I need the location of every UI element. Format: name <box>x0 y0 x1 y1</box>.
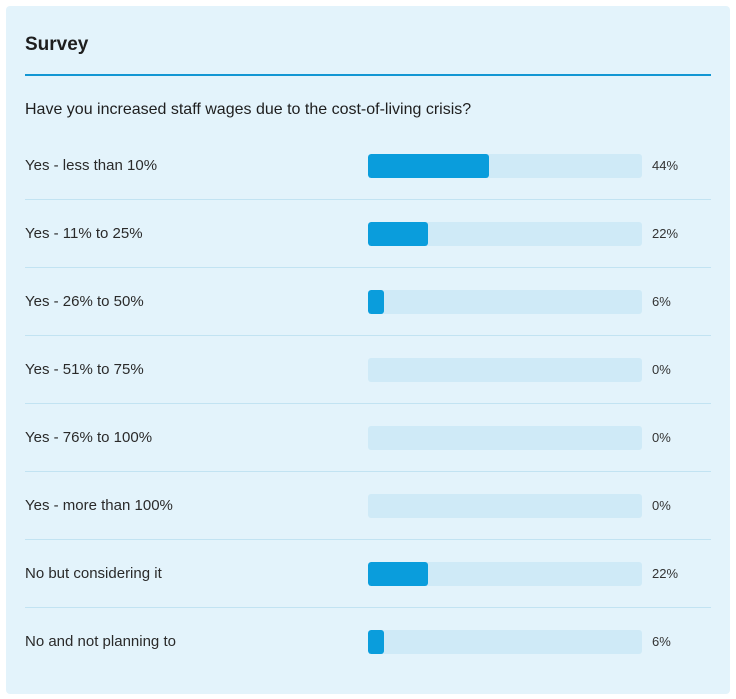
result-bar-track <box>368 154 642 178</box>
result-bar-track <box>368 494 642 518</box>
option-percent: 0% <box>652 430 671 445</box>
survey-title: Survey <box>25 34 89 55</box>
option-label: Yes - 11% to 25% <box>25 225 143 242</box>
option-label: Yes - 51% to 75% <box>25 361 144 378</box>
option-label: Yes - more than 100% <box>25 497 173 514</box>
option-label: Yes - less than 10% <box>25 157 158 174</box>
result-bar-track <box>368 222 642 246</box>
option-label: Yes - 76% to 100% <box>25 429 153 446</box>
result-bar-track <box>368 290 642 314</box>
option-percent: 22% <box>652 566 679 581</box>
survey-header: Survey <box>25 30 711 76</box>
result-bar-fill <box>368 154 489 178</box>
result-bar-fill <box>368 630 385 654</box>
result-bar-fill <box>368 562 429 586</box>
result-row: Yes - 76% to 100% 0% <box>25 404 711 472</box>
result-row: Yes - 51% to 75% 0% <box>25 336 711 404</box>
option-percent: 0% <box>652 498 671 513</box>
result-bar-track <box>368 426 642 450</box>
result-bar-fill <box>368 222 429 246</box>
result-row: No but considering it 22% <box>25 540 711 608</box>
result-row: Yes - 26% to 50% 6% <box>25 268 711 336</box>
result-row: Yes - 11% to 25% 22% <box>25 200 711 268</box>
option-label: No but considering it <box>25 565 162 582</box>
option-percent: 0% <box>652 362 671 377</box>
survey-results: Yes - less than 10% 44% Yes - 11% to 25%… <box>25 132 711 676</box>
option-percent: 22% <box>652 226 679 241</box>
result-row: No and not planning to 6% <box>25 608 711 676</box>
option-label: No and not planning to <box>25 633 176 650</box>
option-label: Yes - 26% to 50% <box>25 293 144 310</box>
result-bar-fill <box>368 290 385 314</box>
result-bar-track <box>368 630 642 654</box>
result-bar-track <box>368 562 642 586</box>
option-percent: 44% <box>652 158 679 173</box>
option-percent: 6% <box>652 294 671 309</box>
survey-panel: Survey Have you increased staff wages du… <box>6 6 730 694</box>
result-row: Yes - less than 10% 44% <box>25 132 711 200</box>
survey-question: Have you increased staff wages due to th… <box>25 101 472 118</box>
result-row: Yes - more than 100% 0% <box>25 472 711 540</box>
result-bar-track <box>368 358 642 382</box>
option-percent: 6% <box>652 634 671 649</box>
